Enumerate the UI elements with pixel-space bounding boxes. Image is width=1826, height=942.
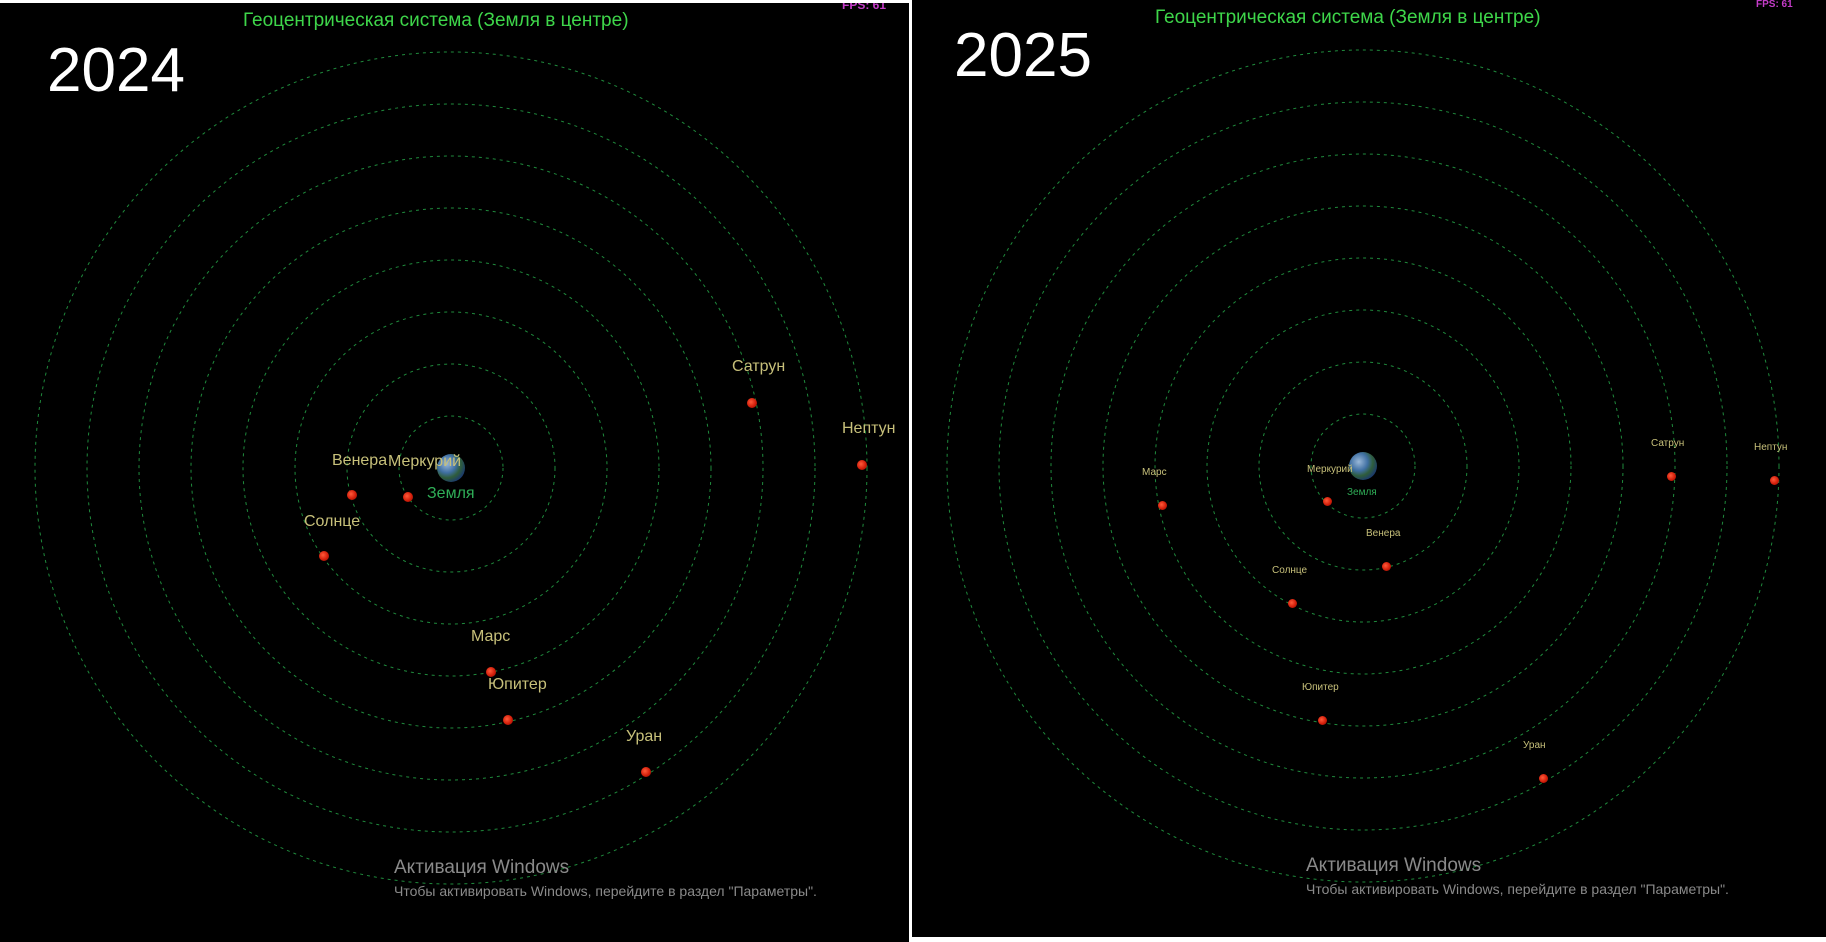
venus-label: Венера [1366, 528, 1401, 539]
orbit-ring [138, 155, 764, 781]
venus-planet [347, 490, 357, 500]
mars-label: Марс [1142, 467, 1167, 478]
mercury-planet [1323, 497, 1332, 506]
earth-icon [1349, 452, 1377, 480]
saturn-planet [1667, 472, 1676, 481]
uranus-planet [1539, 774, 1548, 783]
uranus-label: Уран [626, 728, 663, 745]
orbit-ring [1154, 257, 1572, 675]
orbit-ring [346, 363, 556, 573]
simulation-view-2025: Геоцентрическая система (Земля в центре)… [912, 0, 1826, 937]
saturn-label: Сатрун [732, 358, 786, 375]
saturn-planet [747, 398, 757, 408]
sun-planet [1288, 599, 1297, 608]
orbit-ring [190, 207, 712, 729]
windows-activation-title: Активация Windows [394, 857, 570, 878]
windows-activation-subtitle: Чтобы активировать Windows, перейдите в … [394, 883, 817, 899]
neptune-planet [1770, 476, 1779, 485]
jupiter-planet [503, 715, 513, 725]
orbit-ring [1206, 309, 1520, 623]
jupiter-label: Юпитер [1302, 682, 1339, 693]
sun-label: Солнце [1272, 565, 1308, 576]
neptune-planet [857, 460, 867, 470]
simulation-title: Геоцентрическая система (Земля в центре) [1155, 7, 1541, 28]
year-label: 2024 [47, 36, 185, 105]
orbit-ring [34, 51, 868, 885]
venus-label: Венера [332, 452, 388, 469]
orbit-ring [1102, 205, 1624, 727]
year-label: 2025 [954, 21, 1092, 90]
fps-counter: FPS: 61 [1756, 0, 1793, 10]
orbit-ring [1310, 413, 1416, 519]
windows-activation-subtitle: Чтобы активировать Windows, перейдите в … [1306, 881, 1729, 897]
sun-label: Солнце [304, 513, 361, 530]
orbit-ring [242, 259, 660, 677]
simulation-title: Геоцентрическая система (Земля в центре) [243, 10, 629, 31]
simulation-view-2024: Геоцентрическая система (Земля в центре)… [0, 3, 909, 942]
orbit-ring [946, 49, 1780, 883]
mars-label: Марс [471, 628, 511, 645]
mercury-planet [403, 492, 413, 502]
orbit-ring [294, 311, 608, 625]
sun-planet [319, 551, 329, 561]
orbit-ring [998, 101, 1728, 831]
jupiter-label: Юпитер [488, 676, 547, 693]
orbit-ring [1050, 153, 1676, 779]
mercury-label: Меркурий [1307, 464, 1353, 475]
jupiter-planet [1318, 716, 1327, 725]
earth-label: Земля [427, 485, 475, 502]
fps-counter: FPS: 61 [842, 3, 887, 12]
mercury-label: Меркурий [388, 453, 462, 470]
neptune-label: Нептун [842, 420, 896, 437]
earth-icon [437, 454, 465, 482]
orbit-rings [946, 49, 1780, 883]
saturn-label: Сатрун [1651, 438, 1685, 449]
earth-label: Земля [1347, 487, 1377, 498]
windows-activation-title: Активация Windows [1306, 855, 1482, 876]
venus-planet [1382, 562, 1391, 571]
orbit-ring [86, 103, 816, 833]
orbit-rings [34, 51, 868, 885]
panel-divider [909, 0, 912, 942]
uranus-label: Уран [1523, 740, 1546, 751]
mars-planet [1158, 501, 1167, 510]
uranus-planet [641, 767, 651, 777]
mars-planet [486, 667, 496, 677]
orbit-ring [1258, 361, 1468, 571]
orbit-ring [398, 415, 504, 521]
neptune-label: Нептун [1754, 442, 1788, 453]
